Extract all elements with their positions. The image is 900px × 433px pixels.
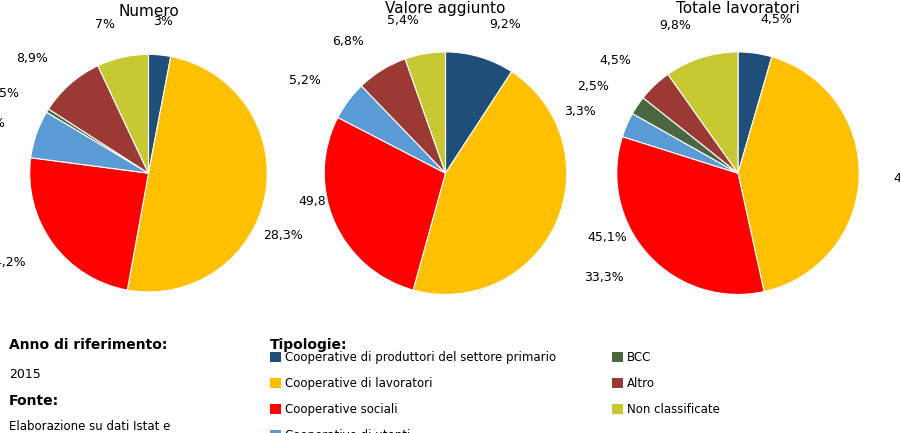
Text: 3%: 3% bbox=[153, 15, 173, 28]
Text: 24,2%: 24,2% bbox=[0, 256, 26, 269]
Text: 3,3%: 3,3% bbox=[564, 105, 596, 118]
Text: 42%: 42% bbox=[893, 172, 900, 185]
Text: 9,8%: 9,8% bbox=[659, 19, 691, 32]
Wedge shape bbox=[98, 55, 148, 173]
Wedge shape bbox=[413, 71, 567, 294]
Text: Cooperative sociali: Cooperative sociali bbox=[285, 403, 398, 416]
Title: Totale lavoratori: Totale lavoratori bbox=[676, 1, 800, 16]
Text: 7%: 7% bbox=[95, 18, 115, 31]
Text: 6,5%: 6,5% bbox=[0, 117, 4, 130]
Text: Altro: Altro bbox=[627, 377, 655, 390]
Text: Fonte:: Fonte: bbox=[9, 394, 59, 408]
Wedge shape bbox=[738, 52, 772, 173]
Wedge shape bbox=[446, 52, 512, 173]
Wedge shape bbox=[623, 113, 738, 173]
Text: 4,5%: 4,5% bbox=[599, 54, 631, 67]
Text: 4,5%: 4,5% bbox=[760, 13, 792, 26]
Text: 8,9%: 8,9% bbox=[16, 52, 49, 65]
Wedge shape bbox=[338, 86, 446, 173]
Wedge shape bbox=[148, 55, 171, 173]
Text: 2015: 2015 bbox=[9, 368, 40, 381]
Text: Cooperative di produttori del settore primario: Cooperative di produttori del settore pr… bbox=[285, 351, 556, 364]
Wedge shape bbox=[738, 57, 860, 291]
Text: 45,1%: 45,1% bbox=[587, 230, 626, 243]
Text: 9,2%: 9,2% bbox=[490, 18, 521, 31]
Wedge shape bbox=[362, 59, 446, 173]
Text: BCC: BCC bbox=[627, 351, 652, 364]
Wedge shape bbox=[49, 66, 149, 173]
Text: Anno di riferimento:: Anno di riferimento: bbox=[9, 338, 167, 352]
Text: 33,3%: 33,3% bbox=[584, 271, 624, 284]
Wedge shape bbox=[616, 136, 764, 294]
Text: 2,5%: 2,5% bbox=[578, 80, 609, 93]
Wedge shape bbox=[31, 112, 148, 173]
Wedge shape bbox=[30, 158, 148, 290]
Text: Tipologie:: Tipologie: bbox=[270, 338, 347, 352]
Text: Cooperative di lavoratori: Cooperative di lavoratori bbox=[285, 377, 433, 390]
Text: 0,5%: 0,5% bbox=[0, 87, 19, 100]
Text: Elaborazione su dati Istat e
Ministero dello Sviluppo Economico: Elaborazione su dati Istat e Ministero d… bbox=[9, 420, 218, 433]
Text: 5,2%: 5,2% bbox=[289, 74, 321, 87]
Text: 5,4%: 5,4% bbox=[387, 14, 419, 27]
Wedge shape bbox=[644, 74, 738, 173]
Wedge shape bbox=[324, 117, 446, 290]
Wedge shape bbox=[668, 52, 738, 173]
Wedge shape bbox=[127, 57, 267, 292]
Title: Numero: Numero bbox=[118, 4, 179, 19]
Text: 49,8%: 49,8% bbox=[298, 194, 338, 207]
Text: Non classificate: Non classificate bbox=[627, 403, 720, 416]
Text: 28,3%: 28,3% bbox=[264, 229, 303, 242]
Title: Valore aggiunto: Valore aggiunto bbox=[385, 1, 506, 16]
Text: 6,8%: 6,8% bbox=[332, 35, 364, 48]
Wedge shape bbox=[47, 109, 148, 173]
Wedge shape bbox=[405, 52, 446, 173]
Wedge shape bbox=[633, 98, 738, 173]
Text: Cooperative di utenti: Cooperative di utenti bbox=[285, 429, 410, 433]
